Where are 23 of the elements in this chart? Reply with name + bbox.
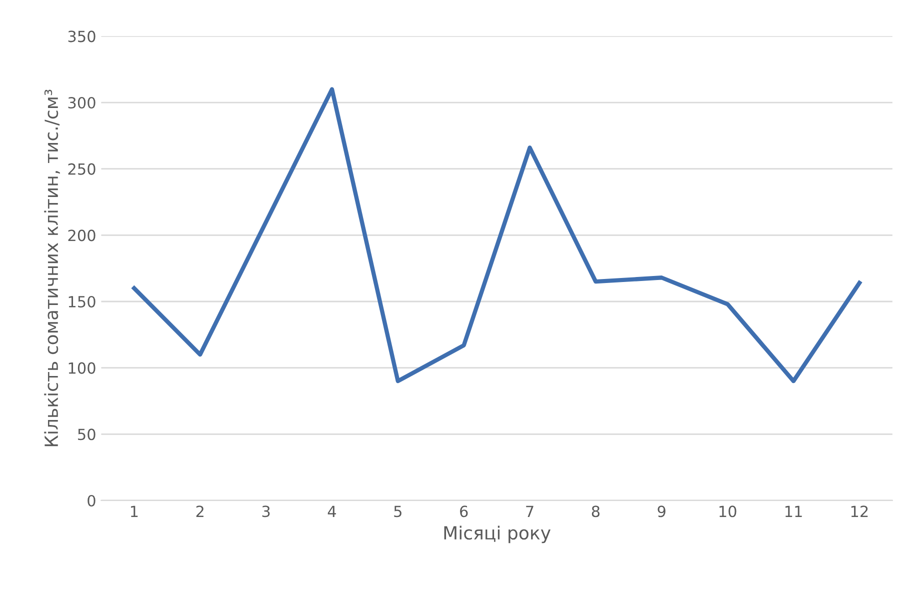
x-tick-label: 6 xyxy=(460,506,468,518)
x-axis-title: Місяці року xyxy=(444,526,551,544)
x-tick-label: 3 xyxy=(262,506,270,518)
x-tick-label: 4 xyxy=(328,506,336,517)
x-tick-label: 2 xyxy=(196,506,204,517)
y-tick-label: 0 xyxy=(88,494,96,507)
line-series xyxy=(132,87,862,384)
y-tick-label: 300 xyxy=(68,96,96,109)
x-tick-label: 10 xyxy=(720,506,736,518)
x-tick-label: 9 xyxy=(658,506,666,518)
y-tick-label: 200 xyxy=(68,230,96,242)
y-tick-label: 250 xyxy=(68,163,96,175)
y-tick-label: 100 xyxy=(68,362,96,374)
y-tick-label: 350 xyxy=(68,30,96,42)
x-tick-label: 7 xyxy=(526,506,534,517)
x-tick-label: 12 xyxy=(851,506,868,517)
x-tick-label: 1 xyxy=(130,506,138,517)
y-tick-label: 50 xyxy=(78,428,96,440)
x-tick-label: 8 xyxy=(592,506,600,518)
x-tick-label: 11 xyxy=(785,506,802,517)
x-tick-label: 5 xyxy=(394,506,402,518)
y-axis-title: Кількість соматичних клітин, тис./см³ xyxy=(44,90,60,446)
y-tick-label: 150 xyxy=(68,296,96,308)
